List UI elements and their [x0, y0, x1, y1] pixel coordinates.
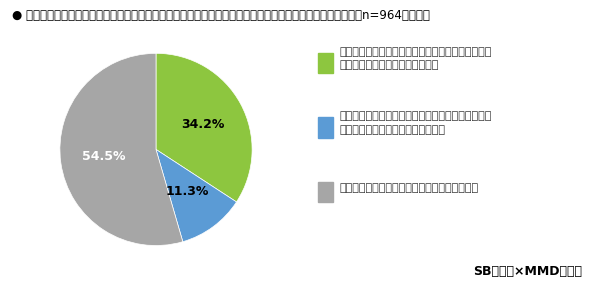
Text: ● 企業からのデジタルギフトを店舗で受け取る際､その店舗でデジタルギフトとは別の商品を購入した経験（n=964、単数）: ● 企業からのデジタルギフトを店舗で受け取る際､その店舗でデジタルギフトとは別の…	[12, 9, 430, 22]
Text: 54.5%: 54.5%	[82, 150, 125, 163]
Text: SBギフト×MMD研究所: SBギフト×MMD研究所	[473, 265, 582, 278]
Text: デジタルギフトを店舗で受け取ったことはあるが、
合わせて商品を購入したこがある: デジタルギフトを店舗で受け取ったことはあるが、 合わせて商品を購入したこがある	[339, 47, 491, 70]
Text: デジタルギフトを店舗で受け取ったことがない: デジタルギフトを店舗で受け取ったことがない	[339, 183, 478, 193]
Text: デジタルギフトを店舗で受け取ったことはあるが、
合わせて商品を購入したことはない: デジタルギフトを店舗で受け取ったことはあるが、 合わせて商品を購入したことはない	[339, 111, 491, 135]
Wedge shape	[156, 53, 252, 202]
Text: 11.3%: 11.3%	[166, 185, 209, 198]
Wedge shape	[156, 149, 236, 242]
Text: 34.2%: 34.2%	[181, 118, 224, 131]
Wedge shape	[60, 53, 183, 246]
